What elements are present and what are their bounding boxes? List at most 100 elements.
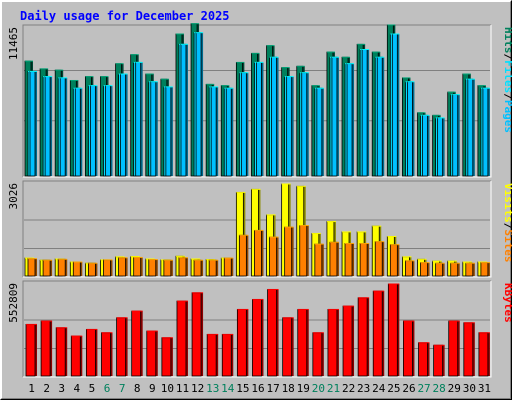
chart-title: Daily usage for December 2025: [20, 9, 230, 23]
day-label: 6: [104, 382, 111, 395]
bar-pages: [195, 32, 204, 177]
bar-sites: [329, 241, 339, 277]
legend: KBytes: [502, 283, 512, 323]
bar-kbytes: [448, 320, 460, 377]
bar-pages: [452, 94, 460, 177]
bar-kbytes: [403, 320, 415, 377]
bar-pages: [376, 56, 385, 177]
legend: Hits/Files/Pages: [502, 27, 512, 133]
bar-kbytes: [387, 283, 400, 377]
bar-sites: [344, 242, 355, 277]
day-label: 7: [119, 382, 126, 395]
bar-sites: [238, 234, 249, 277]
bar-sites: [405, 260, 415, 277]
bar-sites: [148, 259, 158, 277]
bars: [24, 183, 490, 277]
bar-sites: [118, 257, 128, 277]
day-label: 23: [357, 382, 370, 395]
visits-sites-panel: 3026 Visits/Sites: [7, 180, 512, 278]
bar-sites: [359, 242, 370, 277]
bar-kbytes: [116, 317, 128, 377]
bar-pages: [165, 86, 173, 177]
y-axis-max-label: 11465: [7, 27, 20, 60]
bar-pages: [74, 87, 83, 177]
legend-entry: Pages: [502, 100, 512, 133]
day-label: 26: [402, 382, 415, 395]
bars: [25, 283, 490, 377]
day-label: 1: [28, 382, 35, 395]
bar-kbytes: [70, 335, 83, 377]
bar-sites: [27, 258, 37, 277]
bar-pages: [105, 85, 113, 177]
kbytes-panel: 552809 KBytes: [7, 280, 512, 378]
bar-kbytes: [297, 308, 309, 377]
day-label: 21: [327, 382, 340, 395]
hits-files-pages-panel: 11465 Hits/Files/Pages: [7, 23, 512, 178]
day-label: 20: [312, 382, 325, 395]
bar-sites: [269, 236, 279, 277]
bar-kbytes: [342, 305, 355, 377]
legend-entry: KBytes: [502, 283, 512, 323]
bar-pages: [346, 63, 355, 177]
bar-pages: [210, 86, 219, 177]
bar-kbytes: [206, 333, 219, 377]
day-label: 4: [74, 382, 81, 395]
bar-pages: [135, 61, 143, 177]
bar-sites: [389, 244, 400, 277]
bar-sites: [87, 262, 98, 277]
bar-kbytes: [161, 337, 173, 377]
bar-pages: [361, 48, 370, 177]
day-label: 14: [221, 382, 235, 395]
bar-sites: [103, 259, 113, 277]
bar-kbytes: [191, 292, 204, 377]
bar-sites: [72, 261, 83, 277]
bar-pages: [331, 56, 339, 177]
bar-pages: [301, 72, 309, 177]
day-label: 11: [176, 382, 189, 395]
bar-pages: [256, 61, 264, 177]
day-label: 15: [236, 382, 249, 395]
bar-sites: [299, 225, 309, 277]
bar-kbytes: [267, 288, 279, 377]
bar-sites: [480, 262, 490, 277]
bar-kbytes: [312, 332, 324, 377]
bar-sites: [133, 256, 143, 277]
bar-kbytes: [327, 308, 339, 377]
bar-kbytes: [40, 320, 53, 377]
bar-sites: [284, 226, 294, 277]
bar-sites: [57, 258, 68, 277]
bar-pages: [59, 77, 68, 177]
bar-pages: [44, 76, 53, 177]
bar-kbytes: [146, 330, 158, 377]
bar-kbytes: [101, 332, 113, 377]
bar-pages: [89, 85, 98, 177]
bar-kbytes: [85, 328, 98, 377]
legend-entry: Visits: [502, 183, 512, 223]
bar-kbytes: [55, 327, 68, 377]
legend-entry: Sites: [502, 229, 512, 262]
day-label: 12: [191, 382, 204, 395]
day-label: 28: [433, 382, 446, 395]
legend: Visits/Sites: [502, 183, 512, 263]
bar-pages: [271, 56, 279, 177]
day-label: 13: [206, 382, 219, 395]
bar-pages: [180, 43, 188, 177]
bar-pages: [286, 76, 294, 177]
bar-sites: [314, 243, 324, 277]
day-label: 22: [342, 382, 355, 395]
bar-sites: [450, 262, 460, 277]
day-label: 19: [297, 382, 310, 395]
day-label: 16: [251, 382, 264, 395]
legend-entry: Hits: [502, 27, 512, 54]
bar-pages: [240, 72, 249, 177]
bar-kbytes: [282, 317, 294, 377]
bar-pages: [150, 81, 158, 177]
day-label: 17: [266, 382, 279, 395]
legend-entry: Files: [502, 60, 512, 93]
bar-sites: [223, 257, 234, 277]
bar-kbytes: [176, 300, 188, 377]
day-label: 18: [282, 382, 295, 395]
bar-kbytes: [418, 342, 430, 377]
y-axis-max-label: 3026: [7, 183, 20, 210]
